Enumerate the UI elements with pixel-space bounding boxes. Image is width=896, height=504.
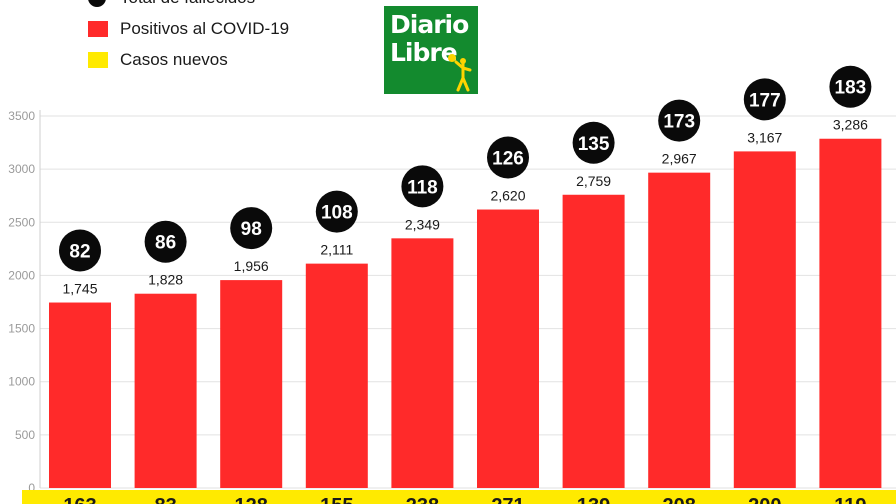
positives-value-label: 1,828 (148, 272, 183, 288)
y-tick-label: 0 (28, 481, 35, 495)
deaths-circle (59, 229, 101, 272)
new-cases-value-label: 139 (577, 495, 610, 504)
logo-figure-icon (454, 58, 472, 92)
legend-swatch-deaths (88, 0, 106, 7)
new-cases-value-label: 83 (154, 495, 176, 504)
positives-bar (819, 138, 882, 488)
new-cases-value-label: 200 (748, 495, 781, 504)
y-tick-label: 2500 (8, 215, 35, 229)
positives-value-label: 2,967 (662, 151, 697, 167)
y-tick-label: 1500 (8, 322, 35, 336)
new-cases-value-label: 128 (235, 495, 268, 504)
new-cases-value-label: 163 (63, 495, 96, 504)
deaths-value-label: 173 (663, 112, 695, 133)
deaths-circle (829, 65, 872, 108)
new-cases-value-label: 208 (663, 495, 696, 504)
positives-bar (733, 151, 796, 489)
positives-value-label: 2,349 (405, 216, 440, 232)
positives-value-label: 2,620 (490, 188, 525, 204)
deaths-circle (572, 121, 615, 164)
positives-bar (305, 263, 368, 488)
deaths-value-label: 98 (241, 219, 262, 240)
legend-swatch-positives (88, 21, 108, 37)
deaths-circle (401, 165, 444, 208)
positives-bar (391, 238, 454, 488)
deaths-value-label: 135 (578, 134, 610, 155)
deaths-circle (658, 99, 701, 142)
positives-bar (49, 302, 111, 488)
deaths-circle (144, 220, 187, 263)
logo-line-2: Libre (390, 38, 458, 67)
deaths-value-label: 118 (407, 177, 438, 198)
positives-value-label: 1,956 (234, 258, 269, 274)
y-tick-label: 3500 (8, 109, 35, 123)
deaths-value-label: 177 (749, 90, 781, 111)
diario-libre-logo: Diario Libre (384, 6, 478, 94)
deaths-circle (743, 78, 786, 121)
deaths-circle (487, 136, 529, 179)
deaths-value-label: 126 (492, 149, 524, 170)
new-cases-value-label: 271 (491, 495, 524, 504)
positives-bar (562, 194, 625, 488)
positives-value-label: 3,167 (747, 129, 782, 145)
deaths-value-label: 183 (835, 78, 867, 99)
new-cases-value-label: 155 (320, 495, 353, 504)
positives-value-label: 3,286 (833, 117, 868, 133)
deaths-value-label: 108 (321, 203, 353, 224)
legend-swatch-new-cases (88, 52, 108, 68)
legend-label-deaths: Total de fallecidos (120, 0, 255, 10)
logo-dot (448, 54, 456, 62)
new-cases-band (22, 490, 896, 504)
y-tick-label: 3000 (8, 162, 35, 176)
legend-label-positives: Positivos al COVID-19 (120, 19, 290, 38)
logo-line-1: Diario (390, 10, 469, 39)
positives-bar (220, 280, 283, 488)
y-tick-label: 2000 (8, 268, 35, 282)
deaths-value-label: 86 (155, 233, 176, 254)
positives-value-label: 2,111 (320, 242, 353, 258)
legend-label-new-cases: Casos nuevos (120, 50, 228, 69)
positives-bar (134, 293, 197, 488)
new-cases-value-label: 119 (834, 495, 866, 504)
positives-value-label: 1,745 (62, 281, 97, 297)
deaths-value-label: 82 (69, 242, 90, 263)
y-tick-label: 500 (15, 428, 35, 442)
positives-value-label: 2,759 (576, 173, 611, 189)
new-cases-value-label: 238 (406, 495, 439, 504)
y-tick-label: 1000 (8, 375, 35, 389)
deaths-circle (230, 207, 273, 250)
positives-bar (477, 209, 539, 488)
positives-bar (648, 172, 711, 489)
deaths-circle (315, 190, 358, 233)
